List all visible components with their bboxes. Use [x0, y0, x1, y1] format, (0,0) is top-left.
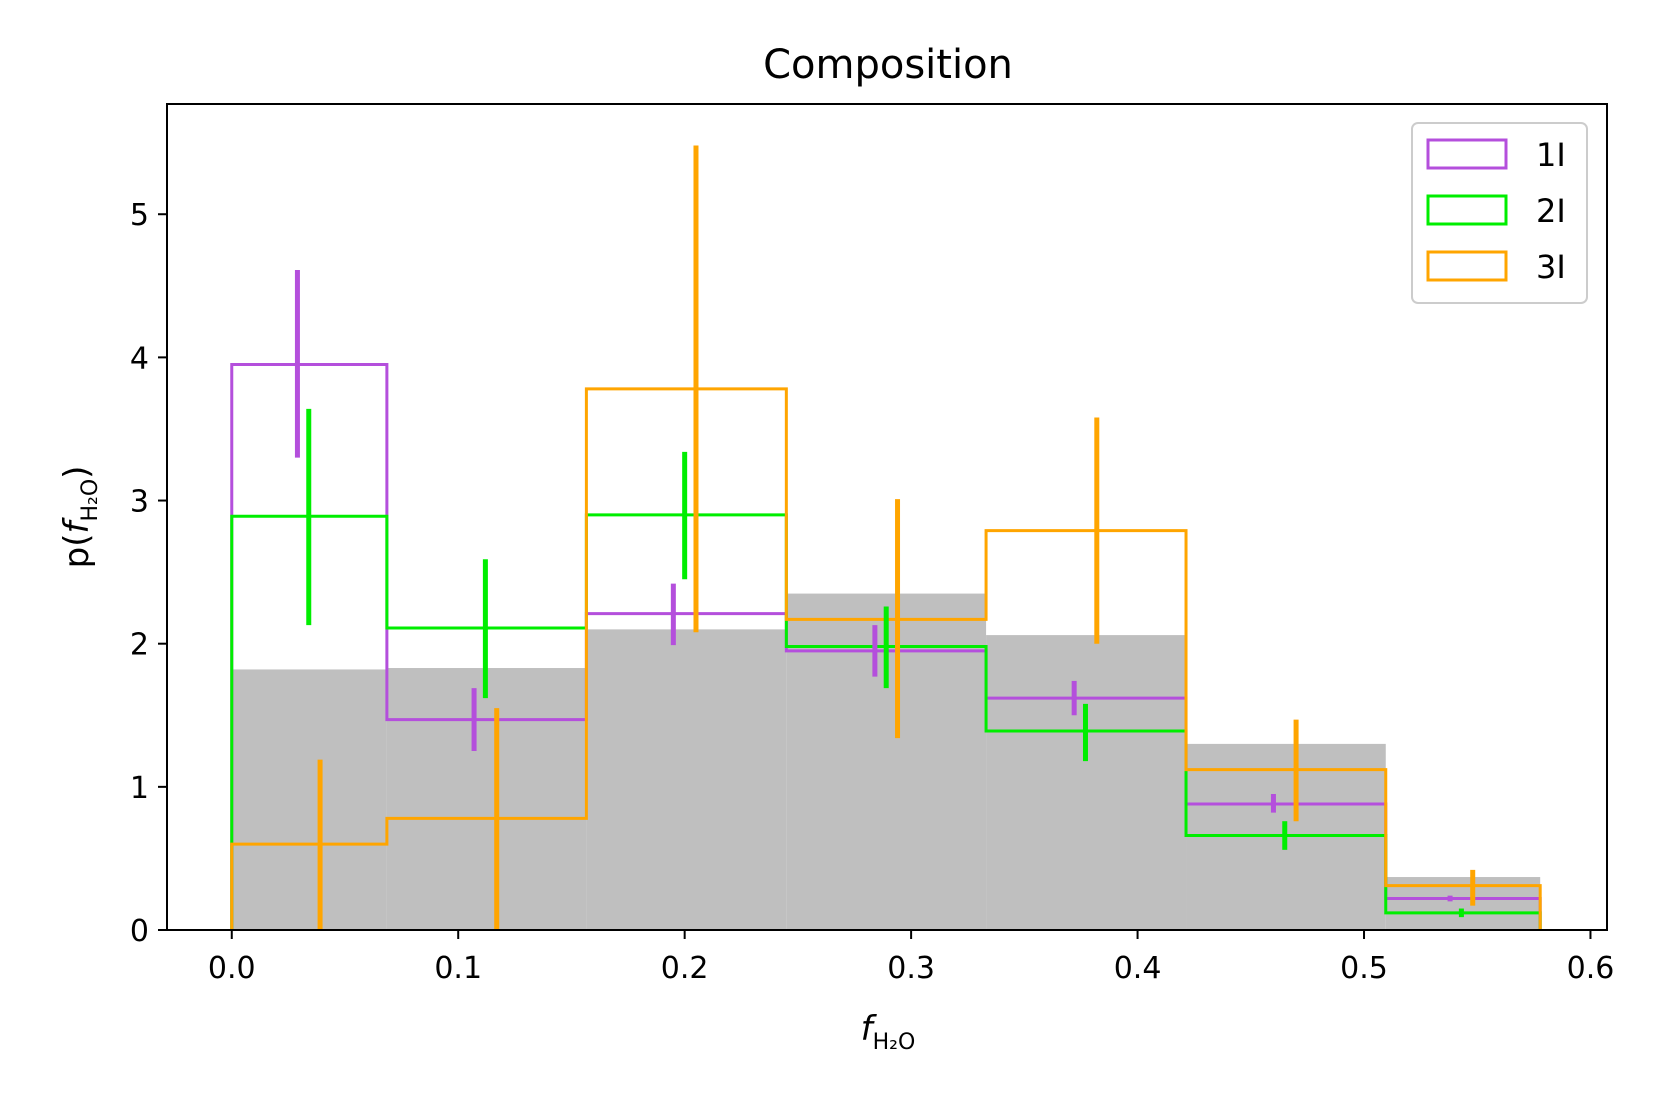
legend-swatch-3i — [1426, 250, 1508, 282]
y-axis-label-suffix: ) — [57, 466, 97, 479]
chart-title: Composition — [763, 42, 1013, 88]
y-axis-label-subscript: H₂O — [78, 479, 103, 522]
legend-swatch-2i — [1426, 194, 1508, 226]
x-axis-label: fH₂O — [861, 1009, 916, 1055]
series-errorbars — [294, 145, 1476, 930]
x-tick-label-2: 0.2 — [661, 951, 709, 986]
reference-bar-0 — [231, 669, 387, 930]
x-tick-label-0: 0.0 — [208, 951, 256, 986]
y-tick-label-5: 5 — [130, 198, 149, 233]
x-tick-label-5: 0.5 — [1340, 951, 1388, 986]
x-tick-label-1: 0.1 — [434, 951, 482, 986]
x-tick-label-4: 0.4 — [1114, 951, 1162, 986]
y-tick-label-2: 2 — [130, 628, 149, 663]
y-tick-label-1: 1 — [130, 771, 149, 806]
legend-label-1i: 1I — [1536, 136, 1566, 174]
x-tick-label-6: 0.6 — [1567, 951, 1615, 986]
legend-label-2i: 2I — [1536, 192, 1566, 230]
reference-bar-1 — [386, 668, 587, 930]
y-axis-ticks: 0 1 2 3 4 5 — [130, 198, 167, 949]
reference-bar-2 — [586, 629, 787, 930]
x-tick-label-3: 0.3 — [887, 951, 935, 986]
y-tick-label-3: 3 — [130, 485, 149, 520]
legend: 1I 2I 3I — [1411, 122, 1588, 304]
reference-bar-4 — [986, 635, 1187, 930]
legend-label-3i: 3I — [1536, 248, 1566, 286]
legend-swatch-1i — [1426, 138, 1508, 170]
x-axis-label-subscript: H₂O — [873, 1030, 916, 1055]
y-tick-label-0: 0 — [130, 914, 149, 949]
plot-frame — [166, 103, 1608, 931]
x-axis-ticks: 0.0 0.1 0.2 0.3 0.4 0.5 0.6 — [208, 930, 1614, 986]
y-axis-label: p(fH₂O) — [57, 466, 103, 569]
y-tick-label-4: 4 — [130, 341, 149, 376]
y-axis-label-prefix: p( — [57, 534, 97, 569]
